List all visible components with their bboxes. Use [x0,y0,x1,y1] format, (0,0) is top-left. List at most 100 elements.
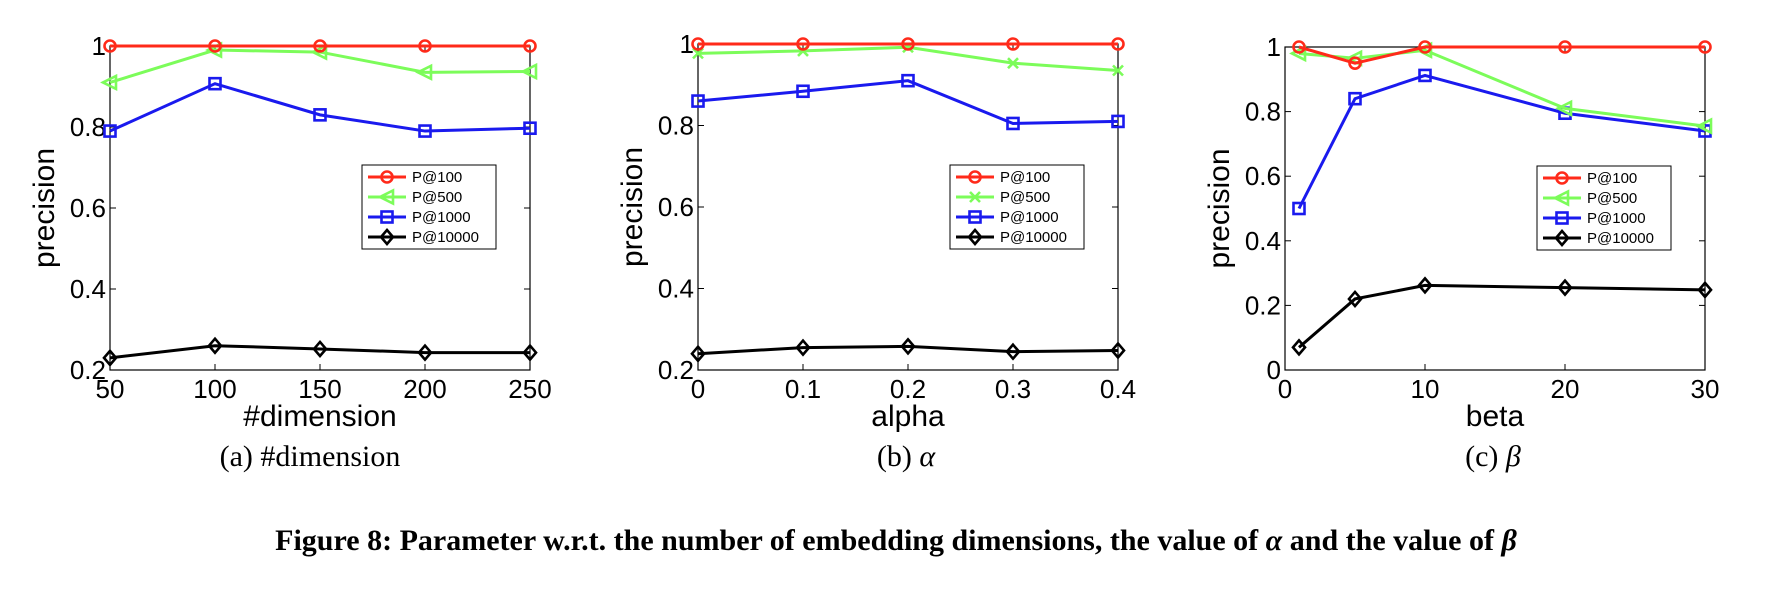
series-p-at-100 [691,37,1125,51]
series-p-at-500 [692,41,1124,77]
data-point [1111,114,1125,129]
series-line [1298,283,1706,349]
x-tick-label: 0.4 [1100,374,1136,404]
data-point [796,84,810,99]
series-line [1297,73,1706,210]
data-point [522,343,538,362]
data-point [1007,57,1019,70]
y-tick-label: 1 [1267,32,1281,62]
x-tick-label: 0.2 [890,374,926,404]
legend-item: P@100 [956,169,1050,186]
subcaption-b-label: (b) [876,440,912,473]
y-axis-label: precision [1203,148,1236,268]
data-point [520,62,538,81]
data-point [691,94,705,108]
data-point [692,47,704,60]
x-tick-label: 0 [1278,374,1292,404]
y-tick-label: 0 [1267,355,1281,385]
legend-marker [968,210,982,224]
chart-panel-2: 0.2 0.4 0.6 0.8 1 0 0.1 0.2 0.3 0.4 alpha precision… [616,29,1136,433]
legend-item: P@10000 [368,228,479,246]
y-tick-label: 0.8 [70,112,106,142]
data-point [103,124,117,138]
subcaption-a: (a) #dimension [220,440,401,474]
x-tick-label: 100 [193,374,236,404]
legend-marker [380,210,394,224]
subcaption-a-text: #dimension [260,440,401,473]
data-point [1006,116,1020,131]
y-tick-label: 0.8 [658,111,694,141]
x-tick-label: 0.3 [995,374,1031,404]
subcaption-b-text: α [919,440,936,473]
y-tick-label: 1 [680,29,694,59]
y-tick-label: 1 [92,31,106,61]
data-point [901,37,915,51]
legend: P@100 P@500 P@1000 P@10000 [361,164,497,250]
data-point [208,76,222,91]
legend-label: P@1000 [1587,210,1646,227]
data-point [901,73,915,88]
data-point [102,348,118,367]
series-p-at-100 [103,39,537,53]
y-tick-label: 0.8 [1245,97,1281,127]
y-tick-label: 0.4 [658,274,694,304]
y-tick-label: 0.6 [658,192,694,222]
data-point [1292,201,1306,216]
data-point [310,43,328,61]
x-tick-label: 0.1 [785,374,821,404]
y-axis-label: precision [616,147,649,267]
data-point [1418,68,1432,83]
data-point [1418,40,1432,54]
data-point [207,336,223,355]
data-point [1289,44,1307,63]
legend-item: P@1000 [368,209,471,226]
data-point [1695,117,1713,135]
legend-label: P@500 [1000,189,1050,206]
legend-marker [1552,189,1570,207]
data-point [690,344,706,363]
figure-caption-beta: β [1501,524,1517,557]
series-p-at-10000 [102,336,538,367]
x-tick-label: 200 [403,374,446,404]
series-p-at-100 [1292,40,1712,70]
data-point [1005,342,1021,361]
x-tick-label: 150 [298,374,341,404]
data-point [1558,40,1572,54]
legend-marker [1555,211,1569,225]
legend-label: P@100 [1000,169,1050,186]
legend-marker [969,191,981,203]
legend: P@100 P@500 P@1000 P@10000 [1536,165,1672,251]
x-axis-label: beta [1466,400,1525,433]
y-tick-label: 0.2 [70,355,106,385]
data-point [1292,40,1306,54]
data-point [208,39,222,53]
data-point [312,339,328,358]
data-point [1417,276,1433,295]
y-tick-label: 0.4 [1245,226,1281,256]
data-point [417,343,433,362]
data-point [691,37,705,51]
data-point [1555,99,1573,117]
legend-label: P@10000 [1000,229,1067,246]
data-point [796,37,810,51]
data-point [418,124,432,138]
series-line [697,79,1119,125]
y-tick-label: 0.2 [658,355,694,385]
x-tick-label: 30 [1691,374,1720,404]
data-point [103,39,117,53]
legend-marker [380,170,394,184]
figure-caption-label: Figure 8: [275,524,393,557]
y-tick-label: 0.4 [70,274,106,304]
legend-item: P@500 [1543,189,1637,207]
data-point [795,338,811,357]
subcaption-c: (c) β [1465,440,1521,474]
figure-caption: Figure 8: Parameter w.r.t. the number of… [275,524,1517,558]
y-tick-label: 0.6 [70,193,106,223]
legend-item: P@1000 [956,209,1059,226]
data-point [100,73,118,92]
legend-item: P@10000 [956,228,1067,246]
series-line [109,344,530,360]
legend-label: P@100 [412,169,462,186]
x-tick-label: 50 [96,374,125,404]
figure-caption-alpha: α [1265,524,1283,557]
